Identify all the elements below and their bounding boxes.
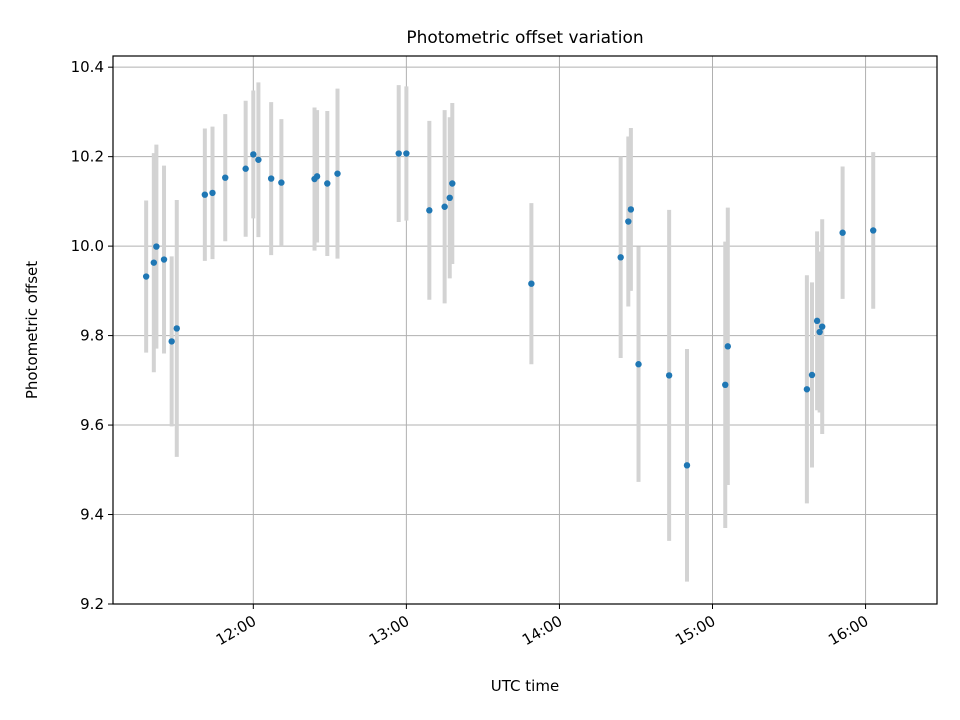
data-point — [267, 175, 275, 182]
grid-lines — [113, 56, 937, 605]
data-point — [173, 325, 180, 332]
data-point — [813, 317, 821, 325]
data-point — [426, 207, 433, 214]
data-point — [808, 371, 816, 379]
data-point — [449, 180, 456, 187]
y-tick-label: 10.0 — [71, 237, 104, 255]
chart-title: Photometric offset variation — [406, 28, 643, 48]
y-tick-label: 9.4 — [80, 506, 104, 524]
data-point — [142, 273, 150, 280]
x-axis-label: UTC time — [491, 677, 559, 695]
y-tick-label: 10.2 — [71, 148, 104, 166]
data-point — [201, 191, 209, 198]
plot-frame — [112, 55, 938, 605]
data-point — [617, 254, 624, 261]
data-point — [819, 323, 826, 330]
data-point — [222, 174, 229, 181]
data-points — [142, 150, 877, 469]
data-point — [635, 361, 642, 368]
data-point — [168, 338, 175, 345]
data-point — [803, 386, 811, 393]
y-tick-label: 9.8 — [80, 327, 104, 345]
data-point — [683, 462, 691, 469]
data-point — [625, 218, 632, 225]
data-point — [313, 173, 321, 180]
data-point — [255, 156, 262, 163]
data-point — [334, 170, 341, 177]
data-point — [324, 180, 331, 187]
data-point — [528, 280, 535, 287]
data-point — [665, 372, 673, 379]
data-point — [150, 259, 158, 266]
data-point — [724, 343, 732, 350]
data-point — [242, 165, 249, 172]
y-axis-ticks: 9.2 9.4 9.6 9.8 10.0 10.2 10.4 — [71, 58, 113, 613]
data-point — [870, 227, 877, 234]
data-point — [839, 229, 846, 236]
data-point — [403, 150, 410, 157]
y-axis-label: Photometric offset — [23, 261, 41, 399]
data-point — [446, 194, 453, 202]
data-point — [250, 151, 257, 158]
data-point — [395, 150, 402, 157]
data-point — [816, 328, 823, 336]
y-tick-label: 9.6 — [80, 416, 104, 434]
data-point — [441, 203, 448, 210]
data-point — [278, 179, 285, 186]
y-tick-label: 9.2 — [80, 595, 104, 613]
data-point — [627, 206, 635, 213]
data-point — [209, 189, 216, 197]
data-point — [153, 243, 160, 250]
y-tick-label: 10.4 — [71, 58, 104, 76]
data-point — [722, 381, 729, 388]
data-point — [160, 256, 168, 263]
